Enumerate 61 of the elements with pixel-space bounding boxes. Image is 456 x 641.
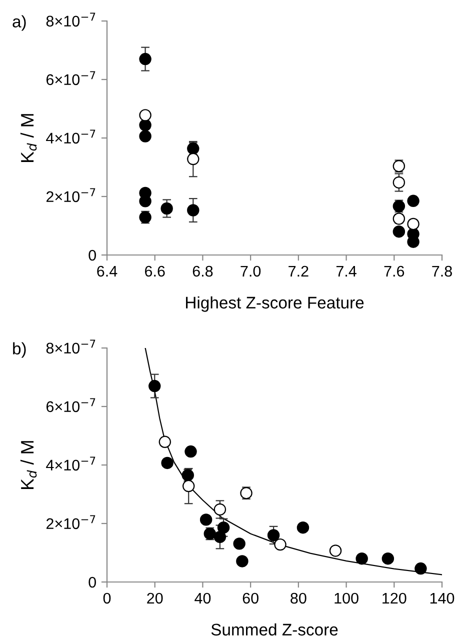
point [184,445,197,458]
x-tick-label: 6.4 [97,266,118,277]
x-tick-label: 6.8 [192,266,213,277]
point [139,109,152,122]
point [407,194,420,207]
y-tick-label: 6×10$^{−7}$ [46,71,96,86]
x-tick-label: 0 [103,592,111,604]
chart-title: a) [12,15,26,31]
point [296,521,310,534]
y-tick-label: 0 [88,250,96,261]
point [274,538,286,551]
point [329,544,342,557]
y-tick-label: 6×10$^{−7}$ [46,398,96,412]
point [233,538,246,550]
point [382,552,394,565]
point [139,52,152,66]
x-tick-label: 60 [242,592,258,604]
point [214,530,226,544]
point [148,380,161,392]
point [217,521,230,534]
chart-title: b) [13,342,26,358]
point [158,436,172,448]
y-tick-label: 8×10$^{−7}$ [46,12,96,27]
y-tick-label: 2×10$^{−7}$ [46,515,96,530]
x-tick-label: 140 [430,592,454,604]
point [392,176,406,189]
y-tick-label: 2×10$^{−7}$ [46,188,96,202]
point [161,456,174,470]
x-tick-label: 40 [194,592,211,604]
x-tick-label: 120 [382,592,406,604]
x-tick-label: 6.6 [145,266,165,277]
point [182,480,195,492]
line-series [144,348,442,576]
y-axis-title: K$_{d}$ / M [20,114,37,162]
point [267,529,280,542]
y-axis-title: K$_{d}$ / M [20,441,37,489]
point [187,152,200,166]
y-tick-label: 4×10$^{−7}$ [46,130,96,144]
x-tick-label: 7.0 [240,266,261,277]
point [414,562,427,575]
point [139,130,152,142]
x-tick-label: 20 [147,592,163,604]
y-tick-label: 8×10$^{−7}$ [46,340,96,354]
point [187,204,200,216]
point [407,218,420,230]
x-tick-label: 7.4 [336,266,356,276]
x-tick-label: 80 [290,592,306,604]
point [200,514,212,526]
point [160,202,173,215]
point [356,552,368,565]
point [392,225,406,238]
y-tick-label: 0 [88,576,96,588]
x-axis-title: Summed Z-score [211,623,338,636]
point [236,555,248,568]
y-tick-label: 4×10$^{−7}$ [46,456,96,471]
x-tick-label: 100 [334,592,358,604]
x-tick-label: 7.6 [384,266,404,277]
point [214,503,226,516]
x-tick-label: 7.2 [288,266,308,276]
x-tick-label: 7.8 [432,266,452,277]
x-axis-title: Highest Z-score Feature [186,296,364,312]
